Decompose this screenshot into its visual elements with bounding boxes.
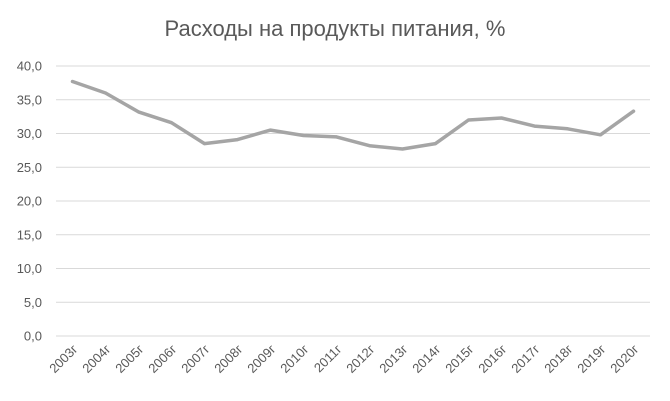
- data-point: [368, 144, 371, 148]
- y-tick-label: 35,0: [17, 92, 42, 107]
- x-tick-label: 2007г: [178, 341, 213, 376]
- y-tick-label: 20,0: [17, 194, 42, 209]
- x-tick-label: 2013г: [376, 341, 411, 376]
- x-tick-label: 2006г: [145, 341, 180, 376]
- x-tick-label: 2005г: [112, 341, 147, 376]
- x-tick-label: 2012г: [343, 341, 378, 376]
- data-point: [632, 109, 635, 113]
- data-point: [566, 127, 569, 131]
- y-tick-label: 25,0: [17, 160, 42, 175]
- data-point: [335, 135, 338, 139]
- x-tick-label: 2009г: [244, 341, 279, 376]
- chart-title: Расходы на продукты питания, %: [164, 16, 506, 41]
- x-tick-label: 2017г: [508, 341, 543, 376]
- x-tick-label: 2015г: [442, 341, 477, 376]
- data-point: [434, 142, 437, 146]
- data-point: [104, 91, 107, 95]
- data-point: [533, 124, 536, 128]
- series-line: [70, 79, 636, 151]
- y-tick-label: 0,0: [24, 329, 42, 344]
- x-tick-label: 2016г: [475, 341, 510, 376]
- y-tick-label: 30,0: [17, 126, 42, 141]
- data-point: [401, 147, 404, 151]
- y-tick-label: 15,0: [17, 227, 42, 242]
- x-tick-label: 2020г: [607, 341, 642, 376]
- x-tick-label: 2019г: [574, 341, 609, 376]
- data-point: [170, 121, 173, 125]
- y-tick-label: 40,0: [17, 59, 42, 74]
- data-point: [236, 138, 239, 142]
- data-point: [269, 128, 272, 132]
- x-tick-label: 2018г: [541, 341, 576, 376]
- data-point: [71, 80, 74, 84]
- data-point: [599, 133, 602, 137]
- x-tick-label: 2008г: [211, 341, 246, 376]
- x-tick-label: 2004г: [79, 341, 114, 376]
- data-point: [203, 142, 206, 146]
- data-point: [137, 110, 140, 114]
- data-point: [467, 118, 470, 122]
- data-point: [302, 134, 305, 138]
- x-tick-label: 2010г: [277, 341, 312, 376]
- x-tick-label: 2003г: [46, 341, 81, 376]
- x-tick-label: 2011г: [311, 341, 345, 375]
- y-tick-label: 10,0: [17, 261, 42, 276]
- x-tick-label: 2014г: [409, 341, 444, 376]
- data-point: [500, 116, 503, 120]
- y-tick-label: 5,0: [24, 295, 42, 310]
